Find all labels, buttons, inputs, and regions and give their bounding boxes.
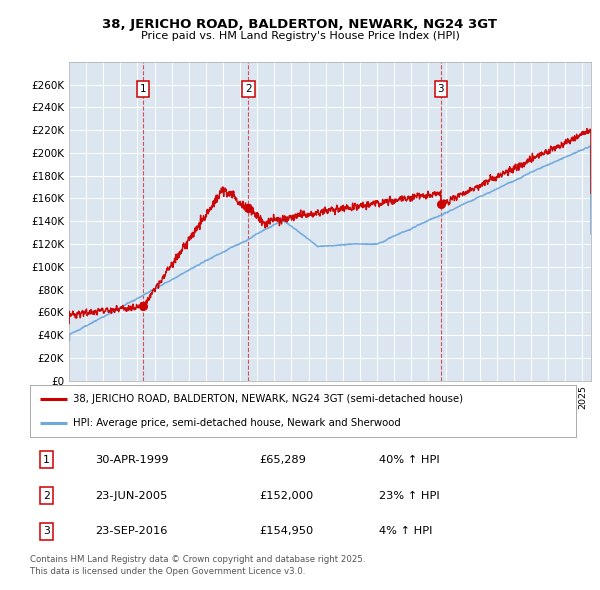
- Text: HPI: Average price, semi-detached house, Newark and Sherwood: HPI: Average price, semi-detached house,…: [73, 418, 400, 428]
- Text: 23-SEP-2016: 23-SEP-2016: [95, 526, 168, 536]
- Text: Contains HM Land Registry data © Crown copyright and database right 2025.
This d: Contains HM Land Registry data © Crown c…: [30, 555, 365, 576]
- Text: 3: 3: [437, 84, 444, 94]
- Text: 30-APR-1999: 30-APR-1999: [95, 455, 169, 465]
- Text: 2: 2: [43, 491, 50, 500]
- Text: £154,950: £154,950: [259, 526, 314, 536]
- Text: 1: 1: [140, 84, 146, 94]
- Text: £152,000: £152,000: [259, 491, 314, 500]
- Text: 23% ↑ HPI: 23% ↑ HPI: [379, 491, 440, 500]
- Text: 38, JERICHO ROAD, BALDERTON, NEWARK, NG24 3GT: 38, JERICHO ROAD, BALDERTON, NEWARK, NG2…: [103, 18, 497, 31]
- Text: 1: 1: [43, 455, 50, 465]
- Text: 3: 3: [43, 526, 50, 536]
- Text: 23-JUN-2005: 23-JUN-2005: [95, 491, 168, 500]
- Text: 40% ↑ HPI: 40% ↑ HPI: [379, 455, 440, 465]
- Text: 38, JERICHO ROAD, BALDERTON, NEWARK, NG24 3GT (semi-detached house): 38, JERICHO ROAD, BALDERTON, NEWARK, NG2…: [73, 394, 463, 404]
- Text: 2: 2: [245, 84, 251, 94]
- Text: Price paid vs. HM Land Registry's House Price Index (HPI): Price paid vs. HM Land Registry's House …: [140, 31, 460, 41]
- Text: £65,289: £65,289: [259, 455, 306, 465]
- Text: 4% ↑ HPI: 4% ↑ HPI: [379, 526, 433, 536]
